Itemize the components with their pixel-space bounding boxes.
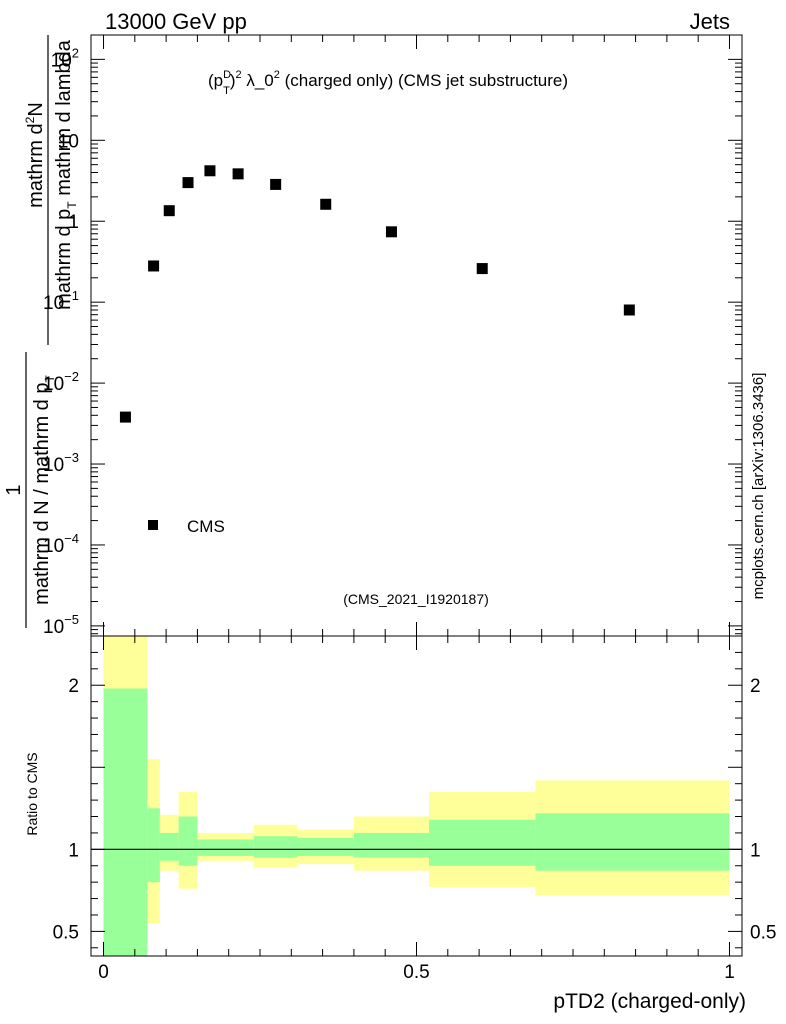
ratio-inner-band <box>353 832 430 858</box>
legend-marker <box>148 520 158 530</box>
ratio-inner-band <box>147 808 160 883</box>
data-point <box>320 198 332 210</box>
data-point <box>148 260 160 272</box>
ratio-y-axis-label: Ratio to CMS <box>24 752 40 835</box>
ratio-inner-band <box>535 813 730 871</box>
ratio-y-tick-label: 0.5 <box>750 922 776 943</box>
ratio-inner-band <box>253 836 298 858</box>
data-point <box>270 178 282 190</box>
ratio-axis-ticks <box>91 635 742 956</box>
x-tick-label: 1 <box>724 962 735 983</box>
main-y-tick-label: 10−4 <box>43 531 79 557</box>
data-point <box>476 263 488 275</box>
data-point <box>119 411 131 423</box>
header-right: Jets <box>690 9 730 34</box>
chart-title: (pD T)2 λ_02 (charged only) (CMS jet subs… <box>208 69 568 97</box>
main-y-tick-label: 10−5 <box>43 612 79 638</box>
main-y-axis-prefactor: 1 mathrm d N / mathrm d pT <box>3 352 57 628</box>
x-tick-labels: 0 0.5 1 <box>98 962 735 983</box>
ratio-inner-band <box>197 839 254 856</box>
main-y-tick-label: 102 <box>51 45 79 71</box>
main-y-tick-label: 10−3 <box>43 450 79 476</box>
ratio-inner-band <box>297 837 354 856</box>
y-prefactor-denominator: mathrm d N / mathrm d pT <box>31 375 57 605</box>
analysis-id: (CMS_2021_I1920187) <box>343 591 489 607</box>
ratio-y-tick-label: 1 <box>68 840 79 861</box>
y-prefactor-numerator: 1 <box>3 484 25 495</box>
ratio-inner-band <box>103 688 148 956</box>
data-point <box>623 304 635 316</box>
ratio-y-tick-label: 1 <box>750 840 761 861</box>
y-label-bottom: mathrm d pT mathrm d lambda <box>53 39 79 310</box>
data-point <box>385 226 397 238</box>
ratio-y-tick-labels: 2 2 1 1 0.5 0.5 <box>53 676 777 943</box>
main-axis-ticks <box>91 34 742 636</box>
x-tick-label: 0 <box>98 962 109 983</box>
header-left: 13000 GeV pp <box>105 9 247 34</box>
main-plot-frame <box>90 34 743 637</box>
data-points <box>119 165 635 423</box>
main-y-axis-label: mathrm d2N mathrm d pT mathrm d lambda <box>23 35 79 345</box>
data-point <box>163 205 175 217</box>
ratio-bands <box>103 636 730 956</box>
ratio-y-tick-label: 0.5 <box>53 922 79 943</box>
legend-label: CMS <box>187 517 225 536</box>
ratio-inner-band <box>429 819 536 866</box>
data-point <box>182 177 194 189</box>
watermark: mcplots.cern.ch [arXiv:1306.3436] <box>750 373 767 600</box>
ratio-inner-band <box>159 832 179 861</box>
main-y-tick-label: 10−2 <box>43 369 79 395</box>
y-label-top: mathrm d2N <box>23 102 47 208</box>
main-y-tick-label: 1 <box>68 212 79 233</box>
main-y-tick-label: 10 <box>58 131 79 152</box>
ratio-inner-band <box>178 816 198 866</box>
x-tick-label: 0.5 <box>403 962 429 983</box>
ratio-y-tick-label: 2 <box>750 676 761 697</box>
x-axis-label: pTD2 (charged-only) <box>553 990 746 1013</box>
ratio-y-tick-label: 2 <box>68 676 79 697</box>
data-point <box>204 165 216 177</box>
data-point <box>232 168 244 180</box>
